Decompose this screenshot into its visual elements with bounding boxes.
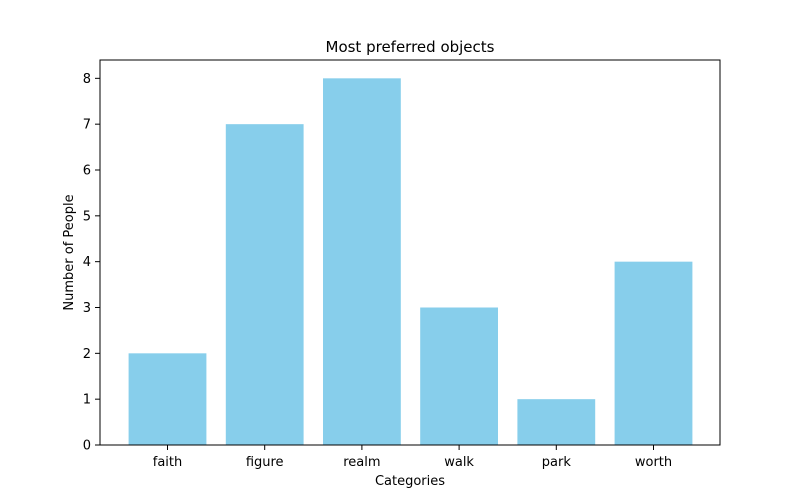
y-axis-ticks: 0 1 2 3 4 5 6 7 8 — [83, 72, 100, 454]
bar-worth — [614, 261, 693, 445]
x-tick-label-park: park — [542, 455, 572, 470]
y-tick-label-2: 2 — [83, 347, 91, 362]
x-axis-ticks: faith figure realm walk park worth — [153, 445, 672, 470]
bar-park — [517, 399, 596, 445]
x-tick-label-faith: faith — [153, 455, 183, 470]
x-tick-label-worth: worth — [635, 455, 672, 470]
x-tick-label-figure: figure — [246, 455, 284, 470]
bar-walk — [420, 307, 498, 445]
axes-frame — [99, 59, 721, 446]
x-tick-label-realm: realm — [343, 455, 380, 470]
y-tick-label-1: 1 — [83, 393, 91, 408]
y-tick-label-6: 6 — [83, 164, 91, 179]
bar-faith — [128, 353, 207, 445]
x-tick-label-walk: walk — [444, 455, 474, 470]
y-tick-label-7: 7 — [83, 118, 91, 133]
y-tick-label-4: 4 — [83, 255, 91, 270]
bar-figure — [225, 124, 304, 446]
bar-realm — [323, 78, 401, 445]
y-tick-label-8: 8 — [83, 72, 91, 87]
y-tick-label-0: 0 — [83, 439, 91, 454]
y-tick-label-5: 5 — [83, 209, 91, 224]
bars-group — [128, 78, 693, 446]
chart-title: Most preferred objects — [326, 38, 495, 56]
y-axis-label: Number of People — [62, 194, 77, 310]
x-axis-label: Categories — [375, 474, 445, 489]
y-tick-label-3: 3 — [83, 301, 91, 316]
